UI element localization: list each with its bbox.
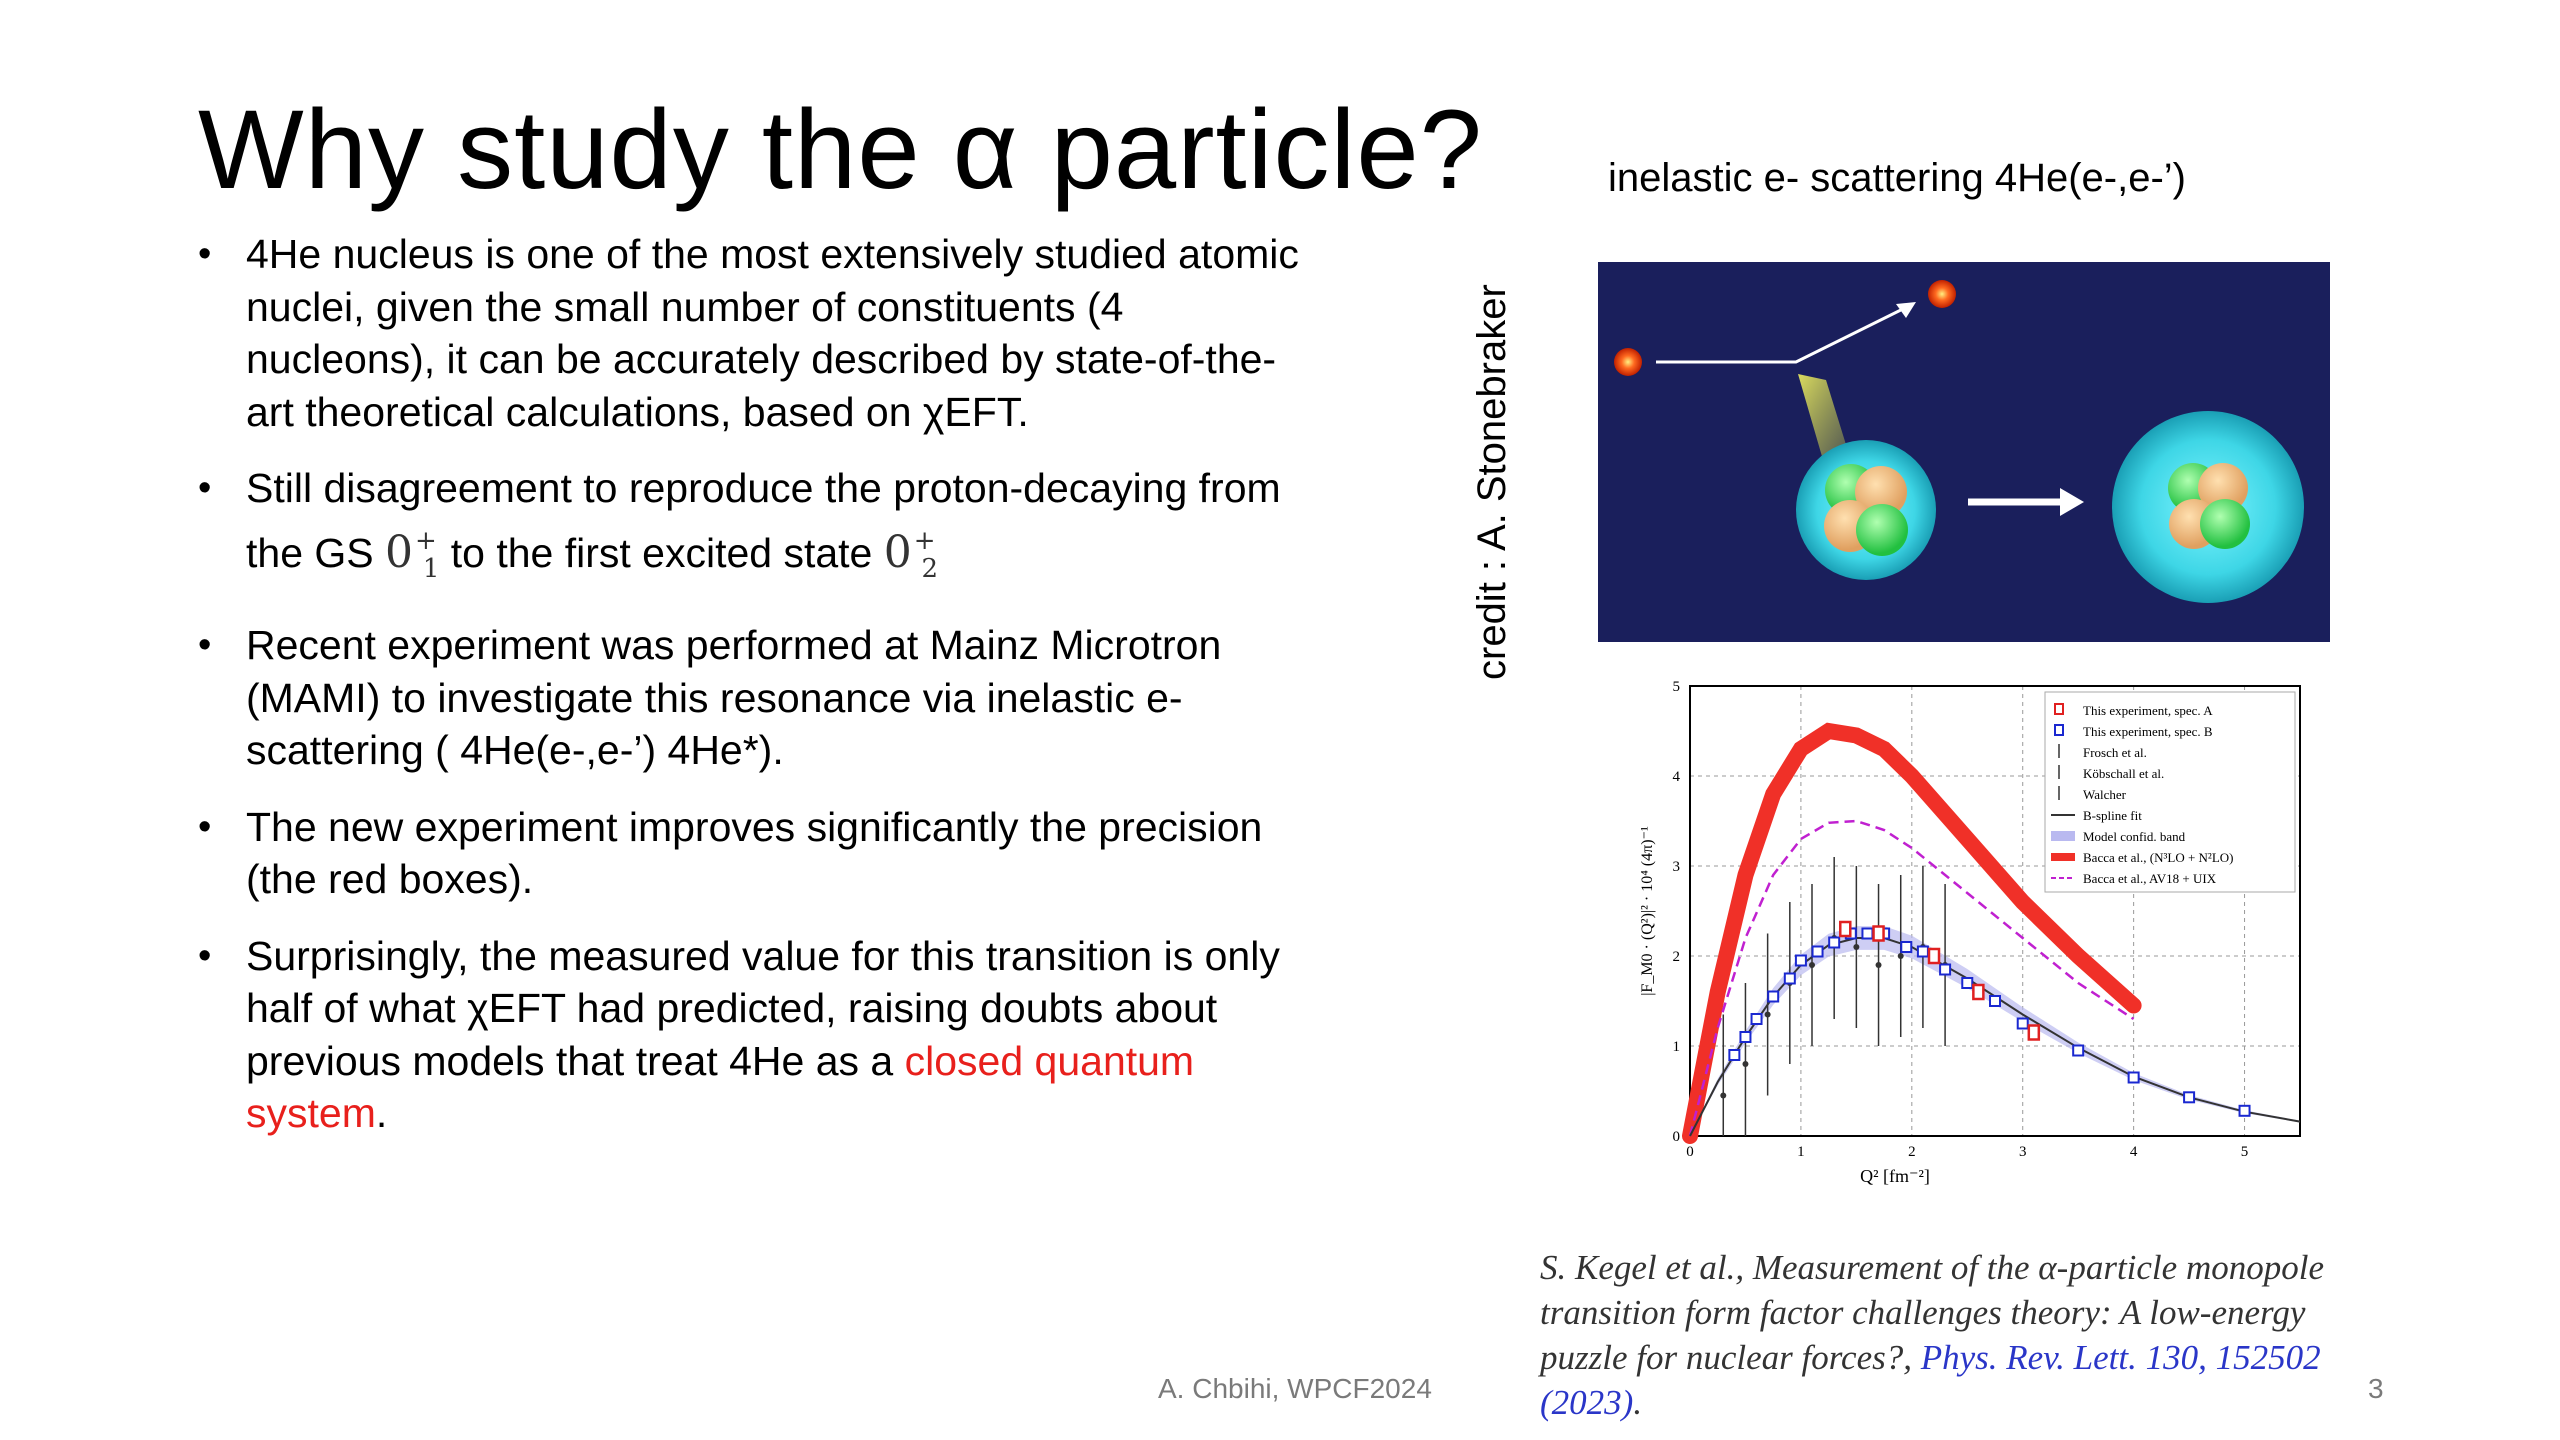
y-tick-label: 5	[1673, 679, 1681, 695]
data-point	[1828, 936, 1841, 949]
excited-state-nucleus-icon	[2112, 411, 2304, 603]
x-tick-label: 2	[1908, 1144, 1916, 1160]
confidence-band	[1690, 926, 2300, 1136]
electron-path	[1656, 302, 1914, 364]
bullet-item: Surprisingly, the measured value for thi…	[198, 930, 1308, 1140]
data-point	[2027, 1024, 2041, 1041]
x-axis-label: Q² [fm⁻²]	[1860, 1166, 1930, 1186]
state-ground: 0+1	[385, 525, 440, 584]
data-point	[1872, 925, 1885, 942]
legend-box	[2044, 691, 2296, 893]
footer-author: A. Chbihi, WPCF2024	[1158, 1373, 1432, 1404]
x-tick-label: 0	[1686, 1144, 1694, 1160]
data-point	[2016, 1017, 2029, 1030]
x-tick-label: 5	[2241, 1144, 2249, 1160]
legend-label: Bacca et al., AV18 + UIX	[2083, 871, 2217, 886]
y-tick-label: 3	[1673, 859, 1681, 875]
legend-label: Frosch et al.	[2083, 745, 2147, 760]
bullet-text: Recent experiment was performed at Mainz…	[246, 622, 1222, 773]
data-point	[1961, 977, 1974, 989]
bullet-list: 4He nucleus is one of the most extensive…	[198, 228, 1308, 1164]
series-line	[1688, 819, 2135, 1137]
data-point	[1742, 1061, 1749, 1067]
legend-marker	[2051, 831, 2075, 841]
y-tick-label: 1	[1673, 1039, 1681, 1055]
data-point	[2183, 1091, 2196, 1104]
scattering-title: inelastic e- scattering 4He(e-,e-’)	[1608, 156, 2186, 200]
bullet-item: 4He nucleus is one of the most extensive…	[198, 228, 1308, 438]
bullet-item: Still disagreement to reproduce the prot…	[198, 462, 1308, 595]
data-point	[2127, 1071, 2140, 1084]
y-tick-label: 0	[1673, 1129, 1681, 1145]
scattering-diagram	[1598, 262, 2330, 642]
legend-label: Köbschall et al.	[2083, 766, 2164, 781]
legend-marker	[2054, 703, 2064, 715]
data-point	[1720, 1092, 1727, 1099]
legend-marker	[2054, 724, 2064, 736]
scattered-electron-icon	[1928, 280, 1956, 308]
bullet-text: The new experiment improves significantl…	[246, 803, 1263, 903]
data-point	[1861, 927, 1874, 940]
y-tick-label: 4	[1673, 769, 1681, 785]
page-number: 3	[2368, 1373, 2384, 1404]
data-point	[1728, 1049, 1741, 1061]
ground-state-nucleus-icon	[1796, 440, 1936, 580]
series-line	[1689, 937, 2301, 1137]
image-credit: credit : A. Stonebraker	[1470, 284, 1514, 680]
legend-label: Model confid. band	[2083, 829, 2186, 844]
data-point	[1764, 1011, 1771, 1018]
series-line	[1682, 722, 2142, 1144]
legend-label: Bacca et al., (N³LO + N²LO)	[2083, 850, 2233, 865]
incoming-electron-icon	[1614, 348, 1642, 376]
legend-label: Walcher	[2083, 787, 2127, 802]
plot-frame	[1689, 685, 2301, 1137]
state-excited: 0+2	[883, 525, 939, 584]
data-point	[1939, 963, 1952, 976]
bullet-item: The new experiment improves significantl…	[198, 801, 1308, 906]
data-point	[1916, 945, 1929, 958]
data-point	[2238, 1104, 2251, 1117]
bullet-text: 4He nucleus is one of the most extensive…	[246, 231, 1299, 435]
data-point	[1972, 983, 1985, 1001]
data-point	[2072, 1044, 2085, 1057]
legend-label: B-spline fit	[2083, 808, 2142, 823]
legend-label: This experiment, spec. B	[2083, 724, 2213, 739]
arrow-right-icon	[2060, 488, 2084, 516]
bullet-text: Still disagreement to reproduce the prot…	[246, 465, 1281, 576]
data-point	[1739, 1031, 1752, 1043]
data-point	[1767, 990, 1780, 1003]
x-tick-label: 3	[2019, 1144, 2027, 1160]
bullet-item: Recent experiment was performed at Mainz…	[198, 619, 1308, 777]
bullet-text: to the first excited state	[439, 529, 884, 576]
data-point	[1900, 941, 1913, 953]
data-point	[1750, 1013, 1763, 1025]
data-point	[1794, 954, 1807, 967]
bullet-text: Surprisingly, the measured value for thi…	[246, 932, 1280, 1084]
x-tick-label: 1	[1797, 1144, 1805, 1160]
y-axis-label: |F_M0 · (Q²)|² · 10⁴ (4π)⁻¹	[1639, 826, 1656, 996]
highlighted-text: closed quantum system	[246, 1037, 1195, 1137]
slide-title: Why study the α particle?	[198, 87, 1483, 212]
arrowhead-icon	[1896, 302, 1916, 318]
data-point	[1783, 972, 1796, 985]
data-point	[1809, 962, 1815, 968]
y-tick-label: 2	[1673, 949, 1681, 965]
citation: S. Kegel et al., Measurement of the α-pa…	[1540, 1248, 2324, 1422]
data-point	[1839, 920, 1852, 938]
form-factor-chart: 0 1 2 3 4 5 0 1 2 3 4 5 Q² [fm⁻²] |F_M0 · (Q²)|² · 10…	[1639, 679, 2301, 1186]
citation-link[interactable]: Phys. Rev. Lett. 130, 152502 (2023)	[1540, 1338, 2321, 1422]
data-point	[1927, 947, 1941, 965]
data-point	[1853, 944, 1860, 950]
data-point	[1989, 995, 2001, 1007]
data-point	[1875, 962, 1882, 968]
data-point	[1811, 945, 1824, 958]
legend-label: This experiment, spec. A	[2083, 703, 2213, 718]
x-tick-label: 4	[2130, 1144, 2138, 1160]
data-point	[1897, 953, 1904, 959]
